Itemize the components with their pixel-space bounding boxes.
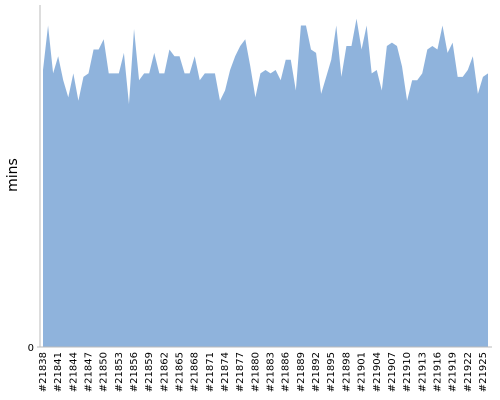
x-tick-label: #21904 [372, 352, 383, 392]
x-tick-label: #21925 [478, 352, 489, 392]
x-tick-label: #21847 [84, 352, 95, 392]
area [43, 18, 488, 348]
x-tick-label: #21922 [463, 352, 474, 392]
x-tick-label: #21910 [402, 352, 413, 392]
x-tick-label: #21898 [341, 352, 352, 392]
x-tick-label: #21916 [432, 352, 443, 392]
x-tick-label: #21883 [266, 352, 277, 392]
x-tick-label: #21919 [448, 352, 459, 392]
x-tick-label: #21856 [129, 352, 140, 392]
x-tick-label: #21850 [99, 352, 110, 392]
x-tick-label: #21877 [235, 352, 246, 392]
x-tick-label: #21859 [144, 352, 155, 392]
x-tick-label: #21862 [159, 352, 170, 392]
x-tick-label: #21838 [38, 352, 49, 392]
x-tick-label: #21880 [250, 352, 261, 392]
x-tick-label: #21865 [175, 352, 186, 392]
x-tick-label: #21889 [296, 352, 307, 392]
x-tick-label: #21895 [326, 352, 337, 392]
x-tick-label: #21901 [357, 352, 368, 392]
x-tick-label: #21844 [68, 352, 79, 392]
x-tick-label: #21874 [220, 352, 231, 392]
y-tick-label: 0 [28, 343, 34, 354]
x-tick-label: #21907 [387, 352, 398, 392]
x-tick-label: #21892 [311, 352, 322, 392]
x-tick-label: #21868 [190, 352, 201, 392]
x-tick-label: #21913 [417, 352, 428, 392]
x-tick-label: #21886 [281, 352, 292, 392]
x-tick-label: #21853 [114, 352, 125, 392]
x-tick-label: #21841 [53, 352, 64, 392]
x-tick-label: #21871 [205, 352, 216, 392]
y-axis-label: mins [5, 158, 21, 192]
